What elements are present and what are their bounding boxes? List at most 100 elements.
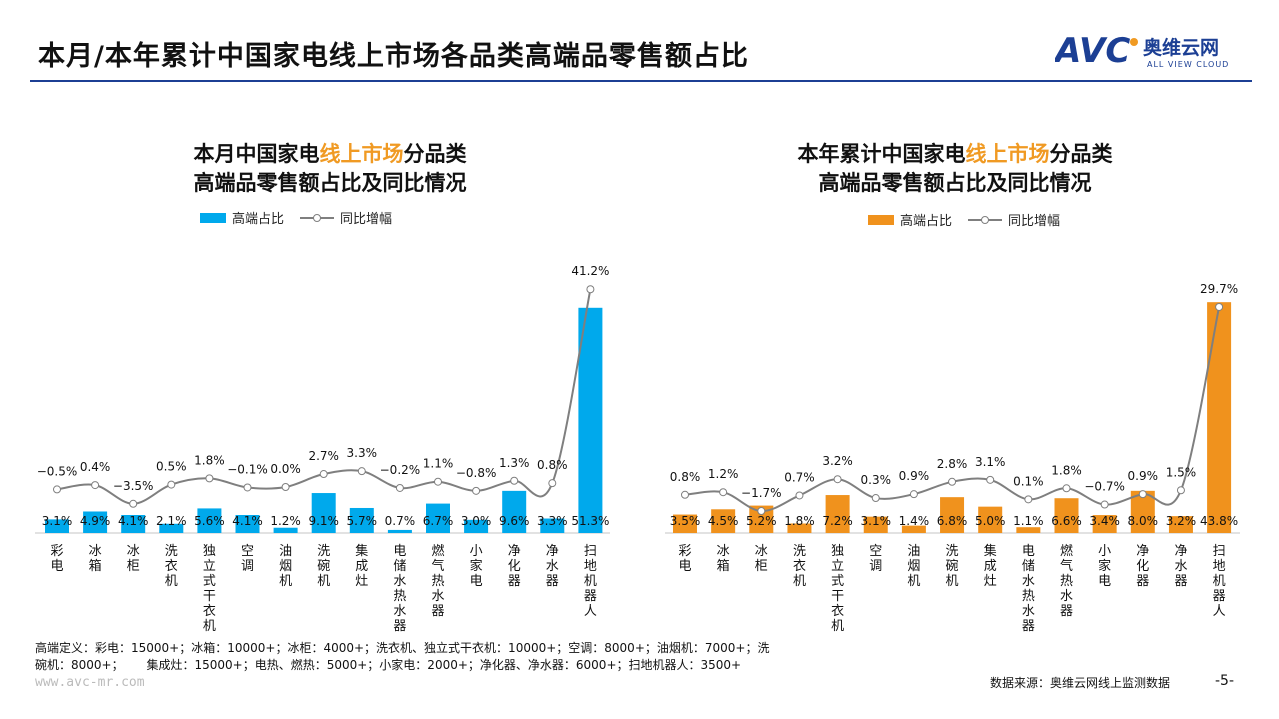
category-label-char: 衣 — [831, 603, 844, 619]
yoy-point — [586, 285, 595, 294]
legend-bar-swatch — [868, 214, 894, 225]
category-label-char: 电 — [470, 574, 483, 589]
category-label-char: 洗 — [793, 544, 806, 559]
yoy-point — [1138, 490, 1147, 499]
category-label-char: 集 — [355, 543, 368, 559]
category-label-char: 机 — [946, 574, 959, 589]
yoy-label: −1.7% — [741, 486, 782, 500]
category-label-char: 式 — [203, 574, 216, 589]
bar-label: 3.0% — [461, 514, 492, 528]
bar-label: 4.1% — [232, 514, 263, 528]
bar-label: 0.7% — [385, 514, 416, 528]
yoy-point — [167, 480, 176, 489]
category-label-char: 热 — [393, 589, 406, 604]
bar — [235, 515, 260, 533]
legend-line-swatch — [300, 213, 335, 222]
charts-canvas: −0.5% 0.4%−3.5%0.5% 1.8%−0.1% 0.0%2.7% 3.3%−… — [35, 264, 1240, 634]
category-label-char: 箱 — [89, 558, 102, 574]
bar — [464, 519, 489, 533]
definition-line: 碗机：8000+； 集成灶：15000+；电热、燃热：5000+；小家电：200… — [35, 658, 742, 672]
svg-text:ALL VIEW CLOUD: ALL VIEW CLOUD — [1147, 60, 1229, 69]
category-label-char: 热 — [1022, 589, 1035, 604]
category-label-char: 电 — [50, 559, 63, 574]
bar-label: 43.8% — [1200, 514, 1238, 528]
category-label-char: 机 — [793, 574, 806, 589]
yoy-label: −0.5% — [37, 464, 78, 478]
category-label-char: 家 — [470, 558, 483, 574]
category-label-char: 机 — [831, 619, 844, 634]
category-label-char: 冰 — [89, 544, 102, 559]
bar — [121, 515, 146, 533]
category-label-char: 调 — [869, 559, 882, 574]
category-label-char: 烟 — [279, 559, 292, 574]
bar — [1207, 302, 1232, 533]
category-label-char: 器 — [584, 589, 597, 604]
yoy-label: −0.8% — [456, 466, 497, 480]
legend-line-swatch — [968, 215, 1003, 224]
bar — [673, 514, 697, 533]
yoy-label: 1.8% — [194, 453, 225, 467]
category-label-char: 水 — [431, 589, 444, 604]
category-label-char: 水 — [1174, 559, 1187, 574]
yoy-point — [1062, 484, 1071, 493]
yoy-label: 0.9% — [899, 469, 930, 483]
bar — [578, 307, 603, 533]
yoy-point — [909, 490, 918, 499]
category-label-char: 器 — [1213, 589, 1226, 604]
category-label-char: 独 — [203, 544, 216, 559]
bar — [978, 506, 1003, 533]
yoy-point — [719, 488, 728, 497]
yoy-point — [472, 486, 481, 495]
yoy-label: −0.2% — [380, 463, 421, 477]
yoy-label: 0.7% — [784, 470, 815, 484]
yoy-point — [357, 467, 366, 476]
bar-label: 6.6% — [1051, 514, 1082, 528]
category-label-char: 柜 — [127, 559, 140, 574]
category-label-char: 电 — [1022, 544, 1035, 559]
title-line2: 高端品零售额占比及同比情况 — [193, 171, 467, 195]
high-end-definition: 高端定义：彩电：15000+；冰箱：10000+；冰柜：4000+；洗衣机、独立… — [35, 640, 795, 674]
yoy-point — [510, 476, 519, 485]
yoy-label: 1.8% — [1051, 463, 1082, 477]
category-label-char: 扫 — [1213, 544, 1226, 559]
yoy-label: 3.3% — [347, 446, 378, 460]
bar-label: 5.2% — [746, 514, 777, 528]
bar-label: 6.8% — [937, 514, 968, 528]
yoy-label: 0.5% — [156, 460, 187, 474]
category-label-char: 小 — [1098, 544, 1111, 559]
bar-label: 1.2% — [270, 514, 301, 528]
bar — [787, 523, 812, 533]
bar — [159, 523, 184, 533]
yoy-point — [986, 475, 995, 484]
left-legend: 高端占比 同比增幅 — [200, 208, 392, 227]
yoy-label: −0.7% — [1084, 480, 1125, 494]
yoy-label: 1.5% — [1166, 465, 1197, 479]
title-line2: 高端品零售额占比及同比情况 — [818, 171, 1092, 195]
category-label-char: 器 — [1174, 574, 1187, 589]
yoy-point — [757, 507, 766, 516]
bar — [711, 509, 736, 533]
page-title: 本月/本年累计中国家电线上市场各品类高端品零售额占比 — [38, 41, 749, 72]
yoy-point — [1215, 302, 1224, 311]
yoy-point — [129, 499, 138, 508]
legend-line-label: 同比增幅 — [1008, 214, 1061, 229]
category-label-char: 机 — [1213, 574, 1226, 589]
bar — [349, 507, 374, 533]
yoy-point — [548, 479, 557, 488]
bar-label: 3.4% — [1089, 514, 1120, 528]
yoy-point — [91, 481, 100, 490]
category-label-char: 热 — [431, 574, 444, 589]
svg-text:奥维云网: 奥维云网 — [1143, 36, 1219, 59]
category-label-char: 灶 — [355, 574, 368, 589]
title-divider — [30, 80, 1252, 82]
category-label-char: 冰 — [755, 544, 768, 559]
category-label-char: 衣 — [203, 603, 216, 619]
category-label-char: 燃 — [1060, 543, 1073, 559]
bar-label: 9.1% — [308, 514, 339, 528]
bar-label: 9.6% — [499, 514, 530, 528]
yoy-label: −0.1% — [227, 462, 268, 476]
category-label-char: 净 — [508, 544, 521, 559]
bar-label: 1.1% — [1013, 514, 1044, 528]
bar — [863, 516, 888, 533]
category-label-char: 器 — [546, 574, 559, 589]
